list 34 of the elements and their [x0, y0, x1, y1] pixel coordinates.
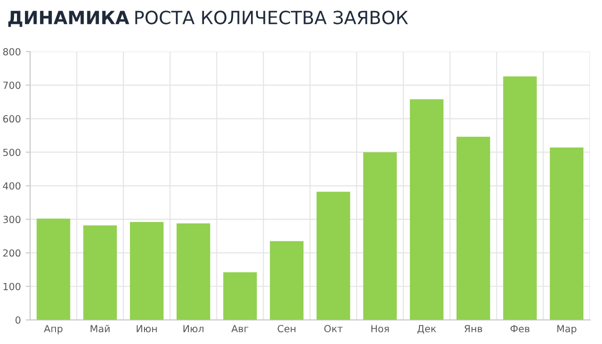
x-tick-label: Дек [417, 325, 436, 334]
y-tick-label: 800 [3, 48, 20, 56]
x-tick-label: Июн [136, 325, 157, 332]
y-tick-label: 300 [3, 216, 20, 224]
y-tick-label: 500 [3, 148, 20, 156]
x-tick-label: Июл [184, 325, 204, 332]
bar [176, 223, 210, 320]
x-tick-label: Фев [510, 325, 530, 332]
y-tick-label: 700 [3, 82, 20, 89]
y-tick-label: 100 [4, 282, 20, 290]
bar [83, 225, 117, 320]
bar [363, 152, 397, 320]
x-tick-label: Мар [557, 325, 576, 334]
bar [316, 192, 350, 320]
x-tick-label: Янв [464, 325, 482, 332]
bar [130, 222, 164, 320]
y-tick-label: 400 [2, 182, 20, 190]
y-tick-label: 600 [3, 115, 20, 123]
bar [503, 76, 537, 320]
x-tick-label: Окт [324, 324, 343, 332]
x-tick-label: Ноя [371, 325, 389, 332]
bar [223, 272, 257, 320]
y-tick-label: 0 [16, 316, 20, 324]
y-tick-label: 200 [3, 249, 20, 257]
bar [36, 218, 70, 320]
x-tick-label: Апр [44, 325, 62, 334]
x-tick-label: Сен [278, 324, 296, 332]
x-tick-label: Май [90, 324, 110, 332]
bar [270, 241, 304, 320]
bar [456, 136, 490, 320]
bar [550, 148, 584, 320]
x-tick-label: Авг [231, 325, 248, 332]
chart-title: ДИНАМИКА РОСТА КОЛИЧЕСТВА ЗАЯВОК [8, 10, 408, 27]
bar [410, 99, 444, 320]
